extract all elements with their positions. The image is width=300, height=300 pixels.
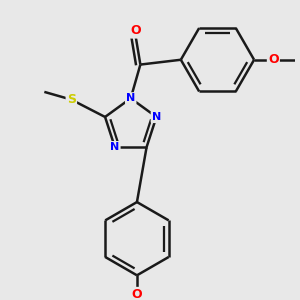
Text: O: O	[130, 24, 141, 37]
Text: N: N	[110, 142, 119, 152]
Text: N: N	[126, 93, 135, 103]
Text: N: N	[152, 112, 161, 122]
Text: S: S	[67, 93, 76, 106]
Text: O: O	[132, 288, 142, 300]
Text: O: O	[268, 53, 279, 66]
